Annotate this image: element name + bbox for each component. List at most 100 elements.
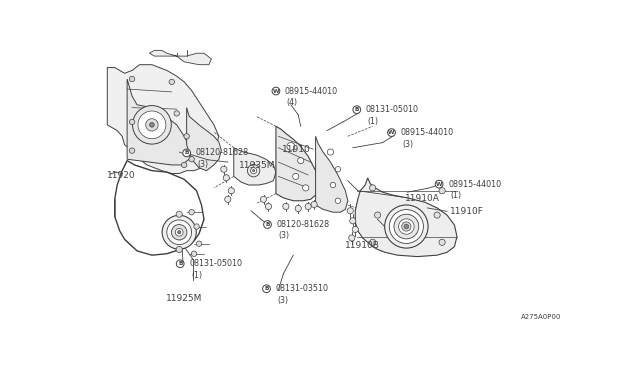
Circle shape (225, 196, 231, 202)
Text: (3): (3) (277, 296, 289, 305)
Circle shape (138, 111, 166, 139)
Text: 11925M: 11925M (166, 295, 202, 304)
Text: W: W (388, 130, 395, 135)
Circle shape (311, 201, 317, 208)
Circle shape (348, 208, 353, 214)
Circle shape (176, 260, 184, 267)
Circle shape (335, 167, 340, 172)
Circle shape (184, 134, 189, 139)
Text: 08131-05010: 08131-05010 (189, 259, 242, 268)
Circle shape (435, 180, 443, 188)
Text: W: W (436, 182, 442, 187)
Circle shape (189, 209, 195, 215)
Polygon shape (355, 178, 457, 257)
Text: 08131-05010: 08131-05010 (365, 105, 419, 114)
Text: 11910: 11910 (282, 145, 311, 154)
Polygon shape (150, 50, 211, 65)
Circle shape (439, 187, 445, 194)
Circle shape (352, 226, 358, 232)
Circle shape (252, 170, 255, 172)
Circle shape (328, 149, 333, 155)
Circle shape (194, 224, 199, 229)
Text: B: B (264, 286, 269, 291)
Circle shape (264, 221, 271, 228)
Polygon shape (108, 65, 219, 173)
Text: 08915-44010: 08915-44010 (448, 180, 501, 189)
Circle shape (394, 214, 419, 239)
Circle shape (228, 187, 234, 194)
Circle shape (399, 219, 414, 234)
Text: (3): (3) (403, 140, 413, 148)
Text: B: B (266, 222, 269, 227)
Circle shape (272, 87, 280, 95)
Circle shape (176, 211, 182, 217)
Text: 08120-81628: 08120-81628 (196, 148, 249, 157)
Circle shape (369, 239, 376, 246)
Circle shape (174, 111, 179, 116)
Circle shape (404, 224, 409, 229)
Circle shape (248, 164, 260, 177)
Circle shape (129, 148, 135, 153)
Text: 11910A: 11910A (405, 194, 440, 203)
Circle shape (349, 218, 356, 224)
Polygon shape (187, 108, 221, 171)
Circle shape (369, 185, 376, 191)
Text: 08120-81628: 08120-81628 (276, 220, 330, 229)
Circle shape (178, 231, 180, 234)
Circle shape (169, 79, 175, 84)
Circle shape (146, 119, 158, 131)
Circle shape (182, 162, 187, 168)
Circle shape (439, 239, 445, 246)
Circle shape (303, 185, 308, 191)
Circle shape (262, 285, 270, 292)
Text: B: B (178, 261, 182, 266)
Circle shape (388, 129, 396, 137)
Polygon shape (316, 136, 348, 212)
Circle shape (150, 122, 154, 127)
Circle shape (221, 166, 227, 172)
Circle shape (287, 142, 294, 150)
Circle shape (176, 246, 182, 253)
Circle shape (349, 235, 355, 241)
Polygon shape (234, 148, 276, 185)
Text: 11935M: 11935M (239, 161, 275, 170)
Text: (3): (3) (278, 231, 289, 240)
Circle shape (172, 225, 187, 240)
Circle shape (330, 182, 335, 188)
Circle shape (260, 196, 267, 202)
Text: (1): (1) (368, 116, 379, 126)
Text: (1): (1) (450, 191, 461, 200)
Text: (4): (4) (287, 98, 298, 107)
Circle shape (298, 158, 304, 164)
Circle shape (167, 220, 191, 244)
Circle shape (353, 106, 361, 113)
Circle shape (283, 203, 289, 209)
Circle shape (129, 119, 135, 125)
Circle shape (250, 168, 257, 174)
Text: (1): (1) (191, 271, 202, 280)
Text: 11920: 11920 (108, 171, 136, 180)
Circle shape (389, 209, 424, 243)
Text: A275A0P00: A275A0P00 (521, 314, 561, 320)
Text: 08131-03510: 08131-03510 (275, 284, 328, 293)
Circle shape (385, 205, 428, 248)
Circle shape (374, 212, 381, 218)
Polygon shape (127, 79, 191, 165)
Text: W: W (273, 89, 279, 93)
Text: 11910B: 11910B (346, 241, 380, 250)
Circle shape (292, 173, 299, 179)
Circle shape (175, 228, 183, 236)
Text: B: B (184, 150, 189, 155)
Circle shape (402, 222, 411, 231)
Text: (3): (3) (198, 160, 209, 169)
Circle shape (183, 149, 191, 157)
Circle shape (305, 203, 311, 209)
Circle shape (335, 198, 340, 203)
Text: B: B (355, 107, 359, 112)
Circle shape (189, 157, 195, 162)
Circle shape (223, 175, 229, 181)
Circle shape (266, 203, 271, 209)
Circle shape (196, 241, 202, 246)
Circle shape (295, 205, 301, 212)
Circle shape (162, 215, 196, 249)
